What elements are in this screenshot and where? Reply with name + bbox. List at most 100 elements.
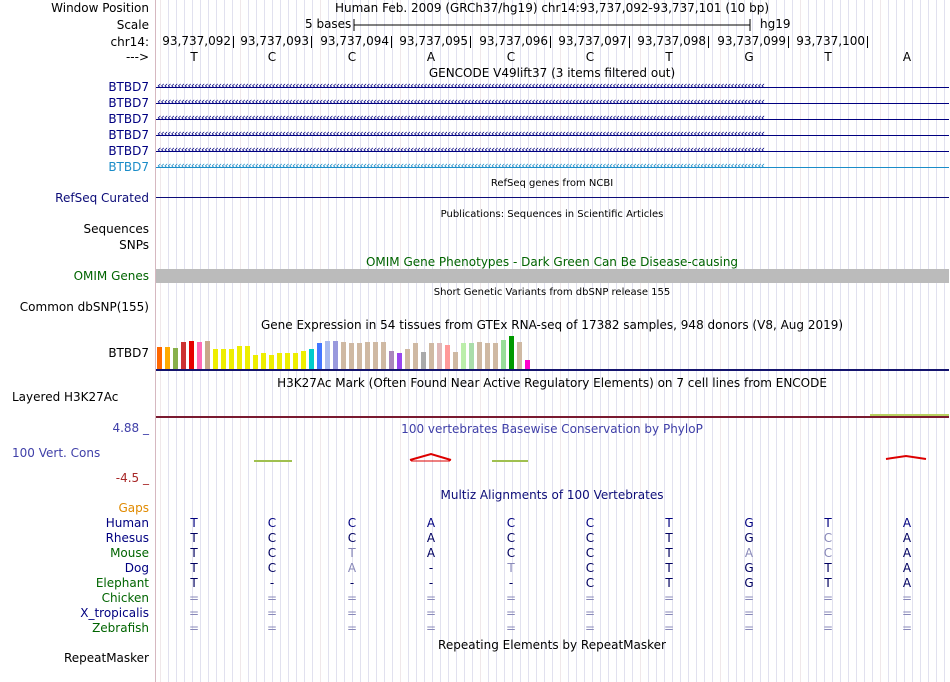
h3k27ac-label[interactable]: Layered H3K27Ac: [12, 390, 119, 404]
ruler-tick: [550, 36, 551, 48]
alignment-base: =: [188, 591, 200, 605]
sequences-label[interactable]: Sequences: [83, 222, 149, 236]
gtex-tissue-bar[interactable]: [397, 353, 402, 369]
gtex-tissue-bar[interactable]: [213, 349, 218, 369]
gtex-tissue-bar[interactable]: [365, 342, 370, 369]
gtex-tissue-bar[interactable]: [373, 342, 378, 369]
alignment-base: C: [585, 516, 595, 530]
gencode-gene-label-6[interactable]: BTBD7: [108, 160, 149, 174]
gtex-tissue-bar[interactable]: [189, 341, 194, 369]
species-label[interactable]: Mouse: [110, 546, 149, 560]
gtex-tissue-bar[interactable]: [221, 349, 226, 369]
gtex-tissue-bar[interactable]: [341, 342, 346, 369]
gtex-tissue-bar[interactable]: [261, 353, 266, 369]
transcript-line: [156, 119, 949, 120]
gtex-tissue-bar[interactable]: [509, 336, 514, 369]
gencode-gene-label-1[interactable]: BTBD7: [108, 80, 149, 94]
alignment-base: A: [426, 546, 436, 560]
gtex-tissue-bar[interactable]: [293, 353, 298, 369]
alignment-base: =: [188, 621, 200, 635]
gencode-gene-label-2[interactable]: BTBD7: [108, 96, 149, 110]
alignment-base: =: [266, 591, 278, 605]
alignment-base: C: [267, 531, 277, 545]
gtex-tissue-bar[interactable]: [301, 351, 306, 369]
species-label[interactable]: Elephant: [95, 576, 149, 590]
gencode-transcript-2[interactable]: ‹‹‹‹‹‹‹‹‹‹‹‹‹‹‹‹‹‹‹‹‹‹‹‹‹‹‹‹‹‹‹‹‹‹‹‹‹‹‹‹…: [156, 99, 949, 108]
omim-gene-block[interactable]: [156, 269, 949, 283]
refseq-label[interactable]: RefSeq Curated: [55, 191, 149, 205]
species-label[interactable]: X_tropicalis: [80, 606, 149, 620]
species-label[interactable]: Human: [105, 516, 149, 530]
gtex-tissue-bar[interactable]: [253, 355, 258, 369]
species-label[interactable]: Chicken: [101, 591, 149, 605]
gtex-tissue-bar[interactable]: [413, 343, 418, 369]
snps-label[interactable]: SNPs: [119, 238, 149, 252]
gencode-transcript-6[interactable]: ‹‹‹‹‹‹‹‹‹‹‹‹‹‹‹‹‹‹‹‹‹‹‹‹‹‹‹‹‹‹‹‹‹‹‹‹‹‹‹‹…: [156, 163, 949, 172]
gtex-tissue-bar[interactable]: [445, 345, 450, 369]
gencode-transcript-1[interactable]: ‹‹‹‹‹‹‹‹‹‹‹‹‹‹‹‹‹‹‹‹‹‹‹‹‹‹‹‹‹‹‹‹‹‹‹‹‹‹‹‹…: [156, 83, 949, 92]
omim-label[interactable]: OMIM Genes: [73, 269, 149, 283]
alignment-base: =: [584, 591, 596, 605]
gencode-gene-label-5[interactable]: BTBD7: [108, 144, 149, 158]
gtex-tissue-bar[interactable]: [381, 342, 386, 369]
species-label[interactable]: Zebrafish: [92, 621, 149, 635]
gaps-label[interactable]: Gaps: [118, 501, 149, 515]
gtex-tissue-bar[interactable]: [173, 348, 178, 369]
gtex-tissue-bar[interactable]: [477, 342, 482, 369]
gtex-tissue-bar[interactable]: [317, 343, 322, 369]
dbsnp-label[interactable]: Common dbSNP(155): [19, 300, 149, 314]
alignment-base: T: [665, 516, 673, 530]
gtex-tissue-bar[interactable]: [429, 343, 434, 369]
gtex-tissue-bar[interactable]: [181, 342, 186, 369]
alignment-base: =: [346, 606, 358, 620]
gtex-tissue-bar[interactable]: [389, 351, 394, 369]
gtex-tissue-bar[interactable]: [349, 343, 354, 369]
repeatmasker-label[interactable]: RepeatMasker: [63, 651, 149, 665]
phylop-wiggle[interactable]: [156, 448, 950, 468]
gtex-tissue-bar[interactable]: [269, 355, 274, 369]
gtex-tissue-bar[interactable]: [325, 341, 330, 369]
gencode-gene-label-4[interactable]: BTBD7: [108, 128, 149, 142]
gtex-tissue-bar[interactable]: [333, 341, 338, 369]
transcript-line: [156, 87, 949, 88]
gtex-tissue-bar[interactable]: [501, 340, 506, 369]
gencode-transcript-4[interactable]: ‹‹‹‹‹‹‹‹‹‹‹‹‹‹‹‹‹‹‹‹‹‹‹‹‹‹‹‹‹‹‹‹‹‹‹‹‹‹‹‹…: [156, 131, 949, 140]
gtex-tissue-bar[interactable]: [357, 343, 362, 369]
gtex-tissue-bar[interactable]: [485, 343, 490, 369]
gtex-tissue-bar[interactable]: [197, 342, 202, 369]
refseq-gene-line[interactable]: [156, 197, 949, 198]
gtex-tissue-bar[interactable]: [469, 343, 474, 369]
alignment-base: C: [585, 576, 595, 590]
gtex-gene-label[interactable]: BTBD7: [108, 346, 149, 360]
dbsnp-track-title: Short Genetic Variants from dbSNP releas…: [433, 287, 671, 298]
alignment-base: T: [665, 546, 673, 560]
scale-text: 5 bases: [305, 17, 352, 31]
gtex-tissue-bar[interactable]: [405, 349, 410, 369]
gtex-tissue-bar[interactable]: [421, 352, 426, 369]
gtex-tissue-bar[interactable]: [437, 343, 442, 369]
alignment-base: C: [267, 546, 277, 560]
species-label[interactable]: Rhesus: [105, 531, 149, 545]
gencode-track-title: GENCODE V49lift37 (3 items filtered out): [428, 66, 676, 80]
gtex-tissue-bar[interactable]: [285, 353, 290, 369]
base-letter: G: [744, 50, 754, 64]
gtex-tissue-bar[interactable]: [309, 349, 314, 369]
gtex-tissue-bar[interactable]: [229, 349, 234, 369]
gencode-transcript-5[interactable]: ‹‹‹‹‹‹‹‹‹‹‹‹‹‹‹‹‹‹‹‹‹‹‹‹‹‹‹‹‹‹‹‹‹‹‹‹‹‹‹‹…: [156, 147, 949, 156]
gtex-tissue-bar[interactable]: [517, 342, 522, 369]
species-label[interactable]: Dog: [124, 561, 149, 575]
gtex-tissue-bar[interactable]: [493, 343, 498, 369]
phylop-track-label[interactable]: 100 Vert. Cons: [12, 446, 101, 460]
gencode-gene-label-3[interactable]: BTBD7: [108, 112, 149, 126]
gtex-tissue-bar[interactable]: [525, 360, 530, 369]
gtex-tissue-bar[interactable]: [165, 347, 170, 369]
gtex-tissue-bar[interactable]: [157, 347, 162, 369]
gtex-tissue-bar[interactable]: [205, 341, 210, 369]
gtex-tissue-bar[interactable]: [277, 353, 282, 369]
gtex-tissue-bar[interactable]: [237, 346, 242, 369]
gtex-tissue-bar[interactable]: [453, 352, 458, 369]
gtex-tissue-bar[interactable]: [245, 346, 250, 369]
alignment-base: =: [505, 591, 517, 605]
gtex-tissue-bar[interactable]: [461, 343, 466, 369]
gencode-transcript-3[interactable]: ‹‹‹‹‹‹‹‹‹‹‹‹‹‹‹‹‹‹‹‹‹‹‹‹‹‹‹‹‹‹‹‹‹‹‹‹‹‹‹‹…: [156, 115, 949, 124]
